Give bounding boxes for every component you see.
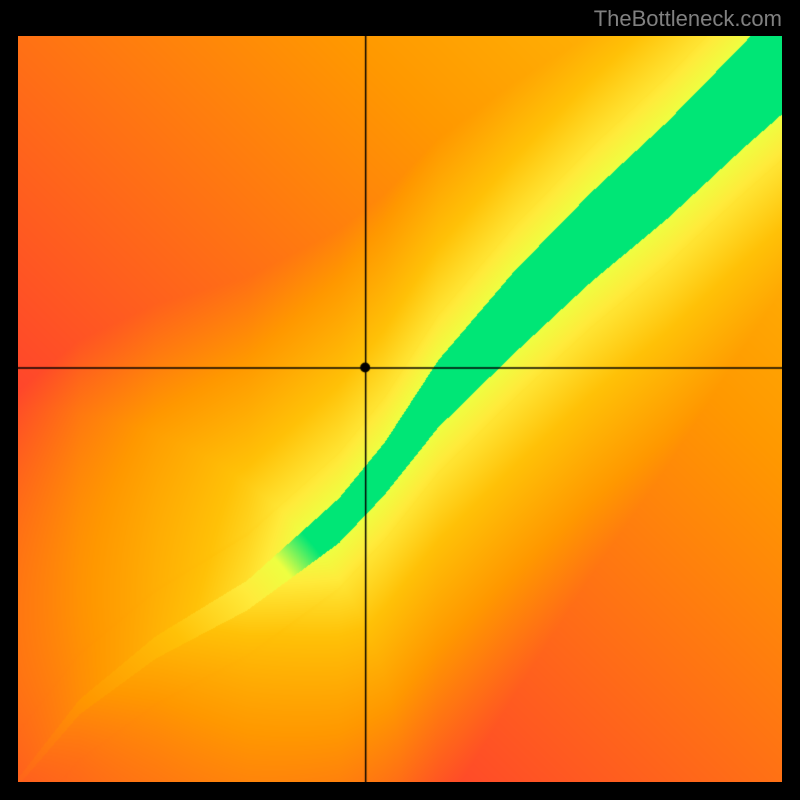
bottleneck-heatmap: [18, 36, 782, 782]
crosshair-overlay: [18, 36, 782, 782]
watermark-text: TheBottleneck.com: [594, 6, 782, 32]
